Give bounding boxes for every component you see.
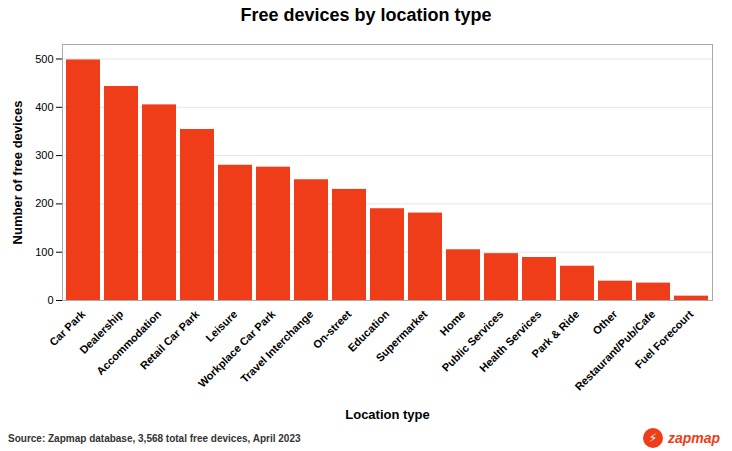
svg-text:Home: Home (437, 308, 467, 338)
svg-text:400: 400 (35, 101, 53, 113)
svg-text:500: 500 (35, 53, 53, 65)
svg-text:Accommodation: Accommodation (94, 308, 164, 378)
svg-text:Workplace Car Park: Workplace Car Park (195, 307, 278, 390)
svg-text:Dealership: Dealership (77, 307, 126, 356)
svg-text:Park & Ride: Park & Ride (529, 308, 581, 360)
html-text:Source: Zapmap database, 3,568: Source: Zapmap database, 3,568 total fre… (8, 432, 301, 444)
svg-text:On-street: On-street (310, 307, 354, 351)
svg-text:100: 100 (35, 246, 53, 258)
svg-text:200: 200 (35, 197, 53, 209)
svg-text:Location type: Location type (345, 407, 430, 422)
svg-text:Supermarket: Supermarket (373, 308, 429, 364)
svg-text:Restaurant/Pub/Cafe: Restaurant/Pub/Cafe (572, 307, 658, 393)
svg-text:0: 0 (47, 294, 53, 306)
svg-text:Other: Other (590, 307, 620, 337)
html-text:Free devices by location type: Free devices by location type (240, 5, 492, 25)
html-text:zapmap: zapmap (667, 430, 720, 446)
svg-text:Number of free devices: Number of free devices (10, 101, 25, 245)
svg-text:Retail Car Park: Retail Car Park (138, 307, 202, 371)
svg-text:Education: Education (345, 307, 392, 354)
svg-text:Health Services: Health Services (477, 308, 543, 374)
svg-text:Car Park: Car Park (46, 307, 88, 349)
svg-text:300: 300 (35, 149, 53, 161)
svg-text:Fuel Forecourt: Fuel Forecourt (632, 308, 695, 371)
svg-text:Travel Interchange: Travel Interchange (238, 308, 315, 385)
svg-text:Public Services: Public Services (439, 307, 506, 374)
svg-text:Leisure: Leisure (203, 308, 239, 344)
